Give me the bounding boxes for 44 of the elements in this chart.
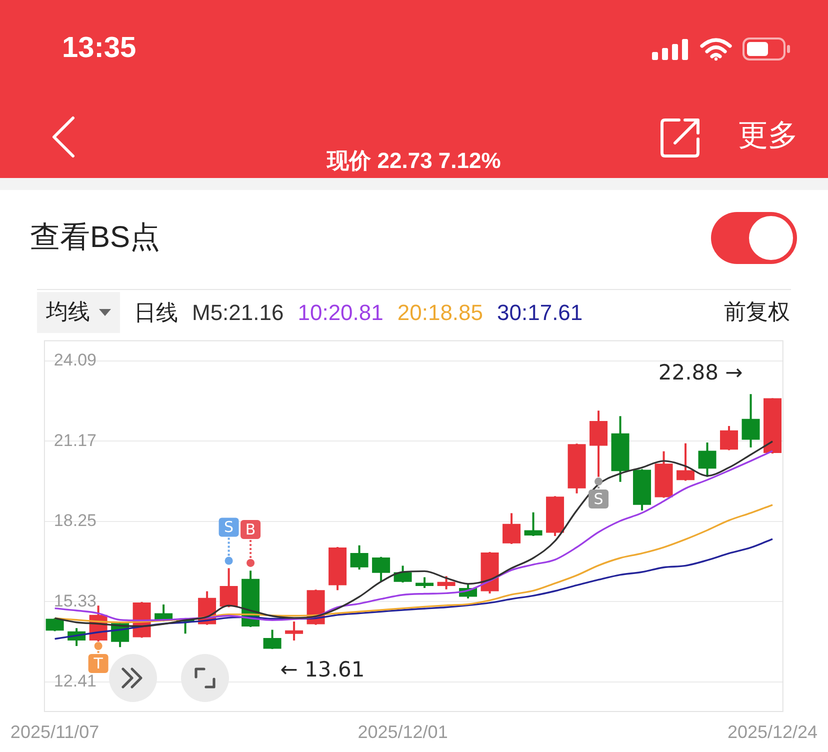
point <box>224 556 233 565</box>
y-tick-label: 21.17 <box>54 430 96 450</box>
x-tick-label: 2025/12/24 <box>727 722 818 742</box>
candlestick <box>742 393 760 448</box>
data-label: B <box>245 520 256 538</box>
text: M5:21.16 <box>192 300 284 326</box>
annotation: ← 13.61 <box>280 657 365 682</box>
legend-title: 均线 <box>46 299 90 325</box>
y-tick-label: 24.09 <box>54 350 96 370</box>
text: 前复权 <box>724 299 790 325</box>
y-tick-label: 18.25 <box>54 511 96 530</box>
point <box>246 558 255 567</box>
y-tick-label: 12.41 <box>54 672 96 691</box>
candlestick <box>416 576 434 589</box>
candlestick <box>372 556 390 582</box>
candlestick <box>220 567 238 608</box>
x-tick-label: 2025/11/07 <box>10 722 100 742</box>
candlestick <box>720 425 738 452</box>
candlestick <box>502 512 521 545</box>
text: 20:18.85 <box>397 300 484 326</box>
text: 查看BS点 <box>30 220 160 256</box>
candlestick <box>698 442 716 478</box>
candlestick <box>524 511 542 537</box>
data-label: S <box>594 490 604 508</box>
candlestick <box>285 620 304 642</box>
point <box>94 642 102 650</box>
candlestick <box>437 575 456 590</box>
point <box>594 478 603 486</box>
text: 日线 <box>134 300 178 326</box>
candlestick <box>676 442 695 482</box>
annotation: 22.88 → <box>658 360 743 385</box>
candlestick <box>394 564 412 584</box>
candlestick <box>350 544 368 571</box>
chart-subtitle: 现价 22.73 7.12% <box>327 148 501 173</box>
text: 10:20.81 <box>298 300 384 326</box>
y-tick-label: 15.33 <box>54 591 96 610</box>
text: 30:17.61 <box>497 300 583 326</box>
candlestick <box>46 617 64 632</box>
data-label: S <box>224 518 234 536</box>
candlestick <box>263 628 282 650</box>
text: 13:35 <box>62 31 136 65</box>
data-label: T <box>92 654 104 672</box>
x-tick-label: 2025/12/01 <box>358 722 448 742</box>
text: 更多 <box>738 118 798 154</box>
